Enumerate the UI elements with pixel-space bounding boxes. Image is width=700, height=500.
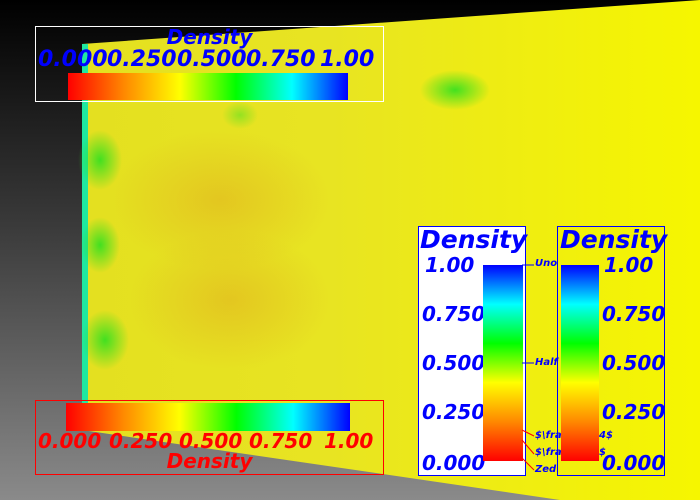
legend-right-tick-1: 0.750 (602, 302, 666, 326)
legend-right-title: Density (560, 225, 668, 254)
annotation-frac-lower: $\frac (535, 447, 568, 458)
legend-top-tick-4: 1.00 (320, 47, 375, 72)
legend-bottom-tick-3: 0.750 (249, 429, 313, 453)
density-shade (110, 130, 330, 270)
legend-top-tick-0: 0.000 (38, 47, 108, 72)
legend-vertical-annotated[interactable]: Density 1.00 0.750 0.500 0.250 0.000 (418, 225, 528, 476)
legend-right-colorbar (561, 265, 599, 461)
legend-annotated-colorbar (483, 265, 523, 461)
legend-top-tick-3: 0.750 (246, 47, 316, 72)
annotation-uno: Uno (535, 258, 558, 269)
annotation-half: Half (535, 357, 558, 368)
legend-right-tick-0: 1.00 (604, 253, 654, 277)
legend-right-tick-2: 0.500 (602, 351, 666, 375)
legend-top-title: Density (166, 25, 253, 49)
legend-annotated-tick-3: 0.250 (422, 400, 486, 424)
legend-bottom-tick-1: 0.250 (109, 429, 173, 453)
annotation-suffix-lower: $ (599, 447, 606, 458)
density-blob (78, 130, 122, 190)
density-blob (80, 217, 120, 273)
legend-annotated-tick-4: 0.000 (422, 451, 486, 475)
legend-bottom-tick-0: 0.000 (38, 429, 102, 453)
legend-vertical-right[interactable]: Density 1.00 0.750 0.500 0.250 0.000 (557, 225, 668, 476)
annotation-suffix-upper: 4$ (599, 430, 613, 441)
density-shade (130, 230, 330, 370)
legend-top-colorbar (68, 73, 348, 100)
annotation-zed: Zed (535, 464, 557, 475)
legend-top-tick-1: 0.250 (107, 47, 177, 72)
legend-right-tick-4: 0.000 (602, 451, 666, 475)
legend-bottom-tick-4: 1.00 (324, 429, 374, 453)
density-blob (222, 101, 258, 129)
legend-right-tick-3: 0.250 (602, 400, 666, 424)
legend-bottom-tick-2: 0.500 (179, 429, 243, 453)
annotation-frac-upper: $\frac (535, 430, 568, 441)
legend-bottom-colorbar (66, 403, 350, 431)
legend-annotated-title: Density (420, 225, 528, 254)
legend-bottom-title: Density (166, 449, 253, 473)
legend-annotated-tick-2: 0.500 (422, 351, 486, 375)
legend-annotated-tick-1: 0.750 (422, 302, 486, 326)
density-blob (420, 70, 490, 110)
legend-bottom[interactable]: 0.000 0.250 0.500 0.750 1.00 Density (35, 400, 384, 475)
density-blob (81, 310, 129, 370)
legend-top[interactable]: Density 0.000 0.250 0.500 0.750 1.00 (35, 25, 384, 102)
legend-annotated-tick-0: 1.00 (425, 253, 475, 277)
legend-top-tick-2: 0.500 (177, 47, 247, 72)
